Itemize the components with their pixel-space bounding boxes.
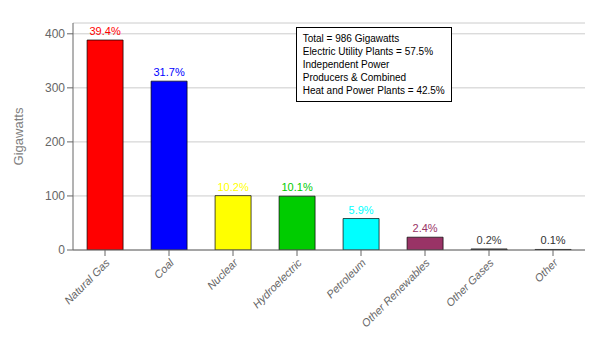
svg-text:2.4%: 2.4% [413,222,438,234]
html-text:Electric Utility Plants = 57.5: Electric Utility Plants = 57.5% [302,46,433,57]
html-text:Independent Power: Independent Power [302,59,390,70]
html-text:Heat and Power Plants = 42.5%: Heat and Power Plants = 42.5% [302,85,445,96]
svg-text:Other: Other [532,256,561,285]
svg-text:39.4%: 39.4% [89,25,120,37]
svg-text:200: 200 [45,135,65,149]
svg-text:Gigawatts: Gigawatts [11,107,26,165]
svg-text:0.1%: 0.1% [541,234,566,246]
svg-text:Other Renewables: Other Renewables [359,256,432,329]
html-text:Total = 986 Gigawatts: Total = 986 Gigawatts [302,33,400,44]
svg-text:0.2%: 0.2% [477,234,502,246]
svg-text:Other Gases: Other Gases [443,256,496,309]
html-text:Producers & Combined: Producers & Combined [302,72,407,83]
svg-text:10.2%: 10.2% [217,181,248,193]
svg-text:0: 0 [58,243,65,257]
svg-text:300: 300 [45,81,65,95]
svg-text:31.7%: 31.7% [153,66,184,78]
svg-text:400: 400 [45,27,65,41]
svg-text:Nuclear: Nuclear [205,256,241,292]
svg-text:10.1%: 10.1% [281,181,312,193]
svg-text:Natural Gas: Natural Gas [62,256,112,306]
svg-text:Petroleum: Petroleum [324,256,368,300]
svg-text:100: 100 [45,189,65,203]
svg-text:Hydroelectric: Hydroelectric [250,256,304,310]
svg-text:Coal: Coal [151,256,176,281]
svg-text:5.9%: 5.9% [349,204,374,216]
